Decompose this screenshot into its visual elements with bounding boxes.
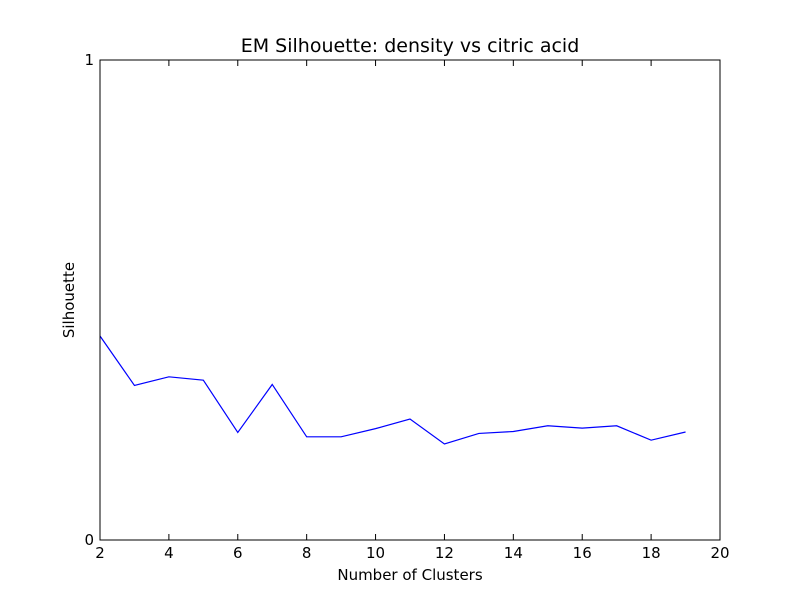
x-tick-label: 14 [504,544,523,562]
x-tick-label: 18 [642,544,661,562]
series-line-0 [99,335,686,445]
x-axis-label: Number of Clusters [337,566,482,584]
x-tick-label: 2 [95,544,105,562]
plot-area [100,60,720,540]
chart-title: EM Silhouette: density vs citric acid [241,35,580,57]
y-tick-label: 1 [84,51,94,69]
y-axis-label: Silhouette [60,262,78,338]
y-tick-label: 0 [84,531,94,549]
x-tick-label: 4 [164,544,174,562]
x-tick-label: 10 [366,544,385,562]
x-tick-label: 20 [710,544,729,562]
plot-frame [99,59,721,541]
x-tick-label: 16 [573,544,592,562]
x-tick-label: 6 [233,544,243,562]
ticks-layer: 2 4 6 8 10 12 14 16 18 20 0 1 [84,51,729,562]
x-tick-label: 12 [435,544,454,562]
x-tick-label: 8 [302,544,312,562]
